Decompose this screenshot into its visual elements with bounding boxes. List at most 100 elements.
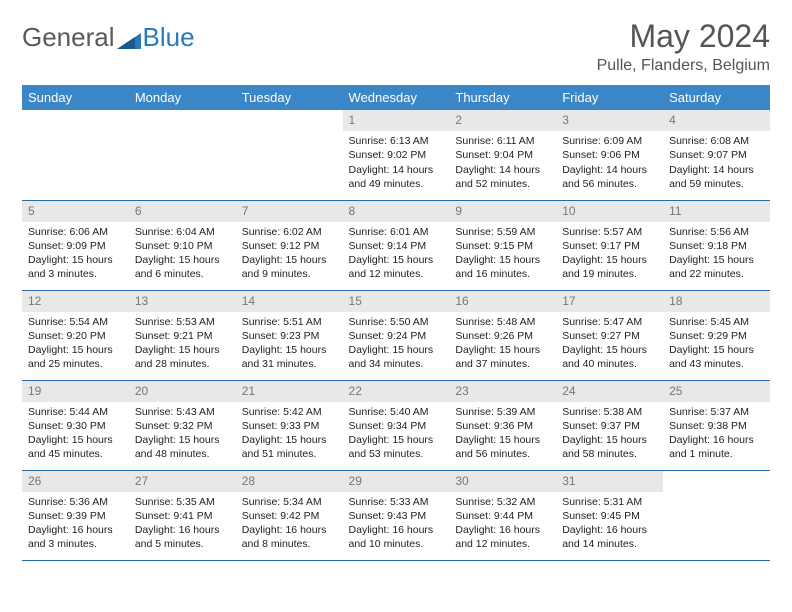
daylight-line: Daylight: 15 hours and 31 minutes. (242, 343, 337, 371)
day-number: 21 (236, 381, 343, 402)
sunset-line: Sunset: 9:15 PM (455, 239, 550, 253)
sunrise-line: Sunrise: 5:48 AM (455, 315, 550, 329)
weekday-header: Thursday (449, 85, 556, 110)
day-number: 26 (22, 471, 129, 492)
sunset-line: Sunset: 9:38 PM (669, 419, 764, 433)
daylight-line: Daylight: 16 hours and 3 minutes. (28, 523, 123, 551)
day-details: Sunrise: 5:53 AMSunset: 9:21 PMDaylight:… (129, 312, 236, 377)
sunset-line: Sunset: 9:37 PM (562, 419, 657, 433)
calendar-cell: 11Sunrise: 5:56 AMSunset: 9:18 PMDayligh… (663, 200, 770, 290)
sunset-line: Sunset: 9:26 PM (455, 329, 550, 343)
day-number: 2 (449, 110, 556, 131)
daylight-line: Daylight: 15 hours and 28 minutes. (135, 343, 230, 371)
month-title: May 2024 (597, 18, 770, 55)
calendar-cell: .. (129, 110, 236, 200)
calendar-cell: 20Sunrise: 5:43 AMSunset: 9:32 PMDayligh… (129, 380, 236, 470)
calendar-cell: 24Sunrise: 5:38 AMSunset: 9:37 PMDayligh… (556, 380, 663, 470)
sunset-line: Sunset: 9:33 PM (242, 419, 337, 433)
daylight-line: Daylight: 15 hours and 53 minutes. (349, 433, 444, 461)
day-details: Sunrise: 5:32 AMSunset: 9:44 PMDaylight:… (449, 492, 556, 557)
day-details: Sunrise: 6:08 AMSunset: 9:07 PMDaylight:… (663, 131, 770, 196)
day-number: 22 (343, 381, 450, 402)
daylight-line: Daylight: 15 hours and 12 minutes. (349, 253, 444, 281)
calendar-table: SundayMondayTuesdayWednesdayThursdayFrid… (22, 85, 770, 561)
daylight-line: Daylight: 15 hours and 48 minutes. (135, 433, 230, 461)
daylight-line: Daylight: 15 hours and 40 minutes. (562, 343, 657, 371)
daylight-line: Daylight: 15 hours and 56 minutes. (455, 433, 550, 461)
daylight-line: Daylight: 16 hours and 8 minutes. (242, 523, 337, 551)
sunrise-line: Sunrise: 5:40 AM (349, 405, 444, 419)
day-number: 27 (129, 471, 236, 492)
day-number: 13 (129, 291, 236, 312)
triangle-icon (117, 31, 141, 49)
day-number: 7 (236, 201, 343, 222)
sunset-line: Sunset: 9:24 PM (349, 329, 444, 343)
calendar-cell: 2Sunrise: 6:11 AMSunset: 9:04 PMDaylight… (449, 110, 556, 200)
day-details: Sunrise: 5:47 AMSunset: 9:27 PMDaylight:… (556, 312, 663, 377)
calendar-cell: 3Sunrise: 6:09 AMSunset: 9:06 PMDaylight… (556, 110, 663, 200)
day-number: 15 (343, 291, 450, 312)
daylight-line: Daylight: 15 hours and 43 minutes. (669, 343, 764, 371)
calendar-cell: 28Sunrise: 5:34 AMSunset: 9:42 PMDayligh… (236, 470, 343, 560)
day-details: Sunrise: 5:31 AMSunset: 9:45 PMDaylight:… (556, 492, 663, 557)
sunset-line: Sunset: 9:12 PM (242, 239, 337, 253)
weekday-header: Saturday (663, 85, 770, 110)
day-details: Sunrise: 5:48 AMSunset: 9:26 PMDaylight:… (449, 312, 556, 377)
day-number: 23 (449, 381, 556, 402)
sunrise-line: Sunrise: 6:09 AM (562, 134, 657, 148)
calendar-cell: 31Sunrise: 5:31 AMSunset: 9:45 PMDayligh… (556, 470, 663, 560)
day-number: 30 (449, 471, 556, 492)
calendar-cell: 22Sunrise: 5:40 AMSunset: 9:34 PMDayligh… (343, 380, 450, 470)
day-number: 29 (343, 471, 450, 492)
calendar-head: SundayMondayTuesdayWednesdayThursdayFrid… (22, 85, 770, 110)
day-number: 19 (22, 381, 129, 402)
calendar-cell: 1Sunrise: 6:13 AMSunset: 9:02 PMDaylight… (343, 110, 450, 200)
day-number: 6 (129, 201, 236, 222)
sunset-line: Sunset: 9:32 PM (135, 419, 230, 433)
sunset-line: Sunset: 9:21 PM (135, 329, 230, 343)
sunrise-line: Sunrise: 5:38 AM (562, 405, 657, 419)
day-details: Sunrise: 5:57 AMSunset: 9:17 PMDaylight:… (556, 222, 663, 287)
day-details: Sunrise: 5:42 AMSunset: 9:33 PMDaylight:… (236, 402, 343, 467)
sunset-line: Sunset: 9:45 PM (562, 509, 657, 523)
daylight-line: Daylight: 14 hours and 49 minutes. (349, 163, 444, 191)
calendar-cell: 29Sunrise: 5:33 AMSunset: 9:43 PMDayligh… (343, 470, 450, 560)
day-details: Sunrise: 5:44 AMSunset: 9:30 PMDaylight:… (22, 402, 129, 467)
sunset-line: Sunset: 9:04 PM (455, 148, 550, 162)
calendar-cell: 15 Sunrise: 5:50 AMSunset: 9:24 PMDayligh… (343, 290, 450, 380)
sunrise-line: Sunrise: 6:11 AM (455, 134, 550, 148)
calendar-cell: 17Sunrise: 5:47 AMSunset: 9:27 PMDayligh… (556, 290, 663, 380)
calendar-cell: 16Sunrise: 5:48 AMSunset: 9:26 PMDayligh… (449, 290, 556, 380)
day-number: 28 (236, 471, 343, 492)
sunrise-line: Sunrise: 5:50 AM (349, 315, 444, 329)
day-details: Sunrise: 5:35 AMSunset: 9:41 PMDaylight:… (129, 492, 236, 557)
daylight-line: Daylight: 14 hours and 56 minutes. (562, 163, 657, 191)
sunset-line: Sunset: 9:30 PM (28, 419, 123, 433)
sunset-line: Sunset: 9:17 PM (562, 239, 657, 253)
brand-part2: Blue (143, 22, 195, 53)
sunrise-line: Sunrise: 6:04 AM (135, 225, 230, 239)
daylight-line: Daylight: 15 hours and 34 minutes. (349, 343, 444, 371)
sunset-line: Sunset: 9:23 PM (242, 329, 337, 343)
calendar-cell: 6Sunrise: 6:04 AMSunset: 9:10 PMDaylight… (129, 200, 236, 290)
day-details: Sunrise: 6:13 AMSunset: 9:02 PMDaylight:… (343, 131, 450, 196)
day-details: Sunrise: 5:45 AMSunset: 9:29 PMDaylight:… (663, 312, 770, 377)
daylight-line: Daylight: 15 hours and 22 minutes. (669, 253, 764, 281)
day-number: 10 (556, 201, 663, 222)
calendar-cell: .. (22, 110, 129, 200)
weekday-header: Friday (556, 85, 663, 110)
title-block: May 2024 Pulle, Flanders, Belgium (597, 18, 770, 75)
sunset-line: Sunset: 9:39 PM (28, 509, 123, 523)
day-details: Sunrise: 5:37 AMSunset: 9:38 PMDaylight:… (663, 402, 770, 467)
day-details: Sunrise: 6:09 AMSunset: 9:06 PMDaylight:… (556, 131, 663, 196)
weekday-header: Monday (129, 85, 236, 110)
sunset-line: Sunset: 9:36 PM (455, 419, 550, 433)
day-details: Sunrise: 5:36 AMSunset: 9:39 PMDaylight:… (22, 492, 129, 557)
sunset-line: Sunset: 9:02 PM (349, 148, 444, 162)
day-details: Sunrise: 5:38 AMSunset: 9:37 PMDaylight:… (556, 402, 663, 467)
sunrise-line: Sunrise: 5:34 AM (242, 495, 337, 509)
sunrise-line: Sunrise: 5:59 AM (455, 225, 550, 239)
day-details: Sunrise: 5:56 AMSunset: 9:18 PMDaylight:… (663, 222, 770, 287)
day-details: Sunrise: 6:02 AMSunset: 9:12 PMDaylight:… (236, 222, 343, 287)
calendar-row: 26Sunrise: 5:36 AMSunset: 9:39 PMDayligh… (22, 470, 770, 560)
